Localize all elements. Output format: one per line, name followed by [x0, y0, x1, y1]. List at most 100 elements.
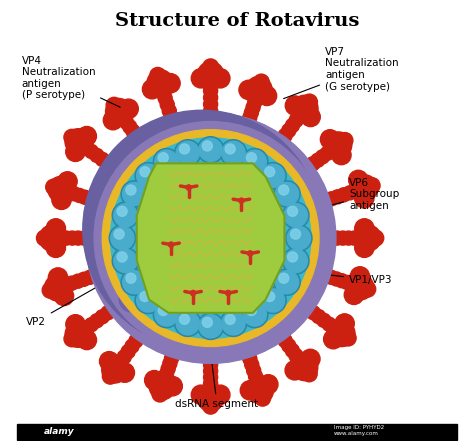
- Circle shape: [226, 290, 231, 295]
- Circle shape: [103, 111, 123, 130]
- Circle shape: [172, 318, 197, 343]
- Circle shape: [261, 164, 284, 187]
- Circle shape: [202, 74, 219, 91]
- Circle shape: [260, 163, 286, 189]
- Circle shape: [158, 153, 168, 163]
- Circle shape: [347, 231, 361, 245]
- Circle shape: [77, 127, 96, 146]
- Circle shape: [204, 364, 218, 378]
- Text: VP4
Neutralization
antigen
(P serotype): VP4 Neutralization antigen (P serotype): [22, 56, 120, 107]
- Circle shape: [203, 398, 219, 414]
- Circle shape: [291, 352, 309, 370]
- Circle shape: [66, 314, 85, 334]
- Circle shape: [176, 312, 200, 335]
- Circle shape: [285, 361, 304, 380]
- Circle shape: [199, 138, 222, 161]
- Circle shape: [110, 138, 311, 338]
- Text: Structure of Rotavirus: Structure of Rotavirus: [115, 11, 359, 30]
- Circle shape: [220, 140, 246, 166]
- Circle shape: [64, 129, 80, 145]
- Circle shape: [210, 385, 230, 404]
- Circle shape: [292, 95, 318, 122]
- Circle shape: [204, 90, 218, 105]
- Circle shape: [275, 183, 299, 206]
- Circle shape: [332, 146, 351, 164]
- Circle shape: [335, 274, 349, 288]
- Text: dsRNA segment: dsRNA segment: [175, 355, 259, 409]
- Circle shape: [198, 138, 223, 162]
- Circle shape: [163, 356, 177, 370]
- Circle shape: [222, 312, 245, 335]
- Circle shape: [52, 190, 71, 209]
- Circle shape: [316, 150, 329, 164]
- Circle shape: [286, 225, 312, 251]
- Circle shape: [246, 306, 256, 316]
- Circle shape: [154, 82, 172, 99]
- Circle shape: [288, 206, 298, 216]
- Circle shape: [261, 289, 284, 312]
- Text: VP1/VP3: VP1/VP3: [299, 271, 392, 285]
- Circle shape: [94, 122, 327, 355]
- Circle shape: [158, 306, 168, 316]
- Circle shape: [222, 141, 245, 164]
- Circle shape: [90, 314, 104, 328]
- Circle shape: [292, 106, 309, 123]
- Circle shape: [84, 144, 99, 158]
- Circle shape: [123, 183, 146, 206]
- Circle shape: [311, 310, 326, 324]
- Circle shape: [355, 219, 374, 238]
- Circle shape: [84, 318, 99, 332]
- Circle shape: [360, 281, 376, 297]
- Text: VP7
Neutralization
antigen
(G serotype): VP7 Neutralization antigen (G serotype): [283, 47, 399, 99]
- Circle shape: [343, 186, 357, 200]
- Circle shape: [73, 188, 87, 202]
- Circle shape: [168, 242, 173, 247]
- Circle shape: [247, 377, 273, 404]
- Circle shape: [340, 276, 354, 289]
- Circle shape: [340, 330, 356, 346]
- Circle shape: [101, 306, 115, 320]
- Circle shape: [285, 119, 300, 132]
- Circle shape: [164, 351, 179, 365]
- Circle shape: [123, 120, 137, 134]
- Circle shape: [243, 303, 266, 326]
- Circle shape: [160, 97, 174, 112]
- Circle shape: [115, 109, 132, 127]
- Circle shape: [336, 231, 350, 245]
- Circle shape: [36, 230, 52, 246]
- Circle shape: [225, 314, 235, 324]
- Circle shape: [155, 303, 178, 326]
- Circle shape: [220, 310, 246, 336]
- Circle shape: [65, 276, 79, 290]
- Circle shape: [283, 202, 309, 228]
- Circle shape: [264, 292, 275, 302]
- Circle shape: [328, 320, 355, 347]
- Text: VP2: VP2: [26, 273, 122, 327]
- Circle shape: [76, 138, 93, 155]
- Circle shape: [42, 282, 58, 298]
- Circle shape: [77, 272, 91, 286]
- Circle shape: [158, 91, 172, 105]
- Circle shape: [246, 153, 256, 163]
- Circle shape: [337, 188, 351, 202]
- Circle shape: [199, 315, 222, 338]
- Circle shape: [153, 149, 180, 175]
- Circle shape: [191, 69, 210, 88]
- Circle shape: [260, 287, 286, 314]
- Circle shape: [78, 190, 92, 204]
- Circle shape: [368, 230, 384, 246]
- Circle shape: [152, 386, 168, 402]
- Circle shape: [180, 314, 190, 324]
- Circle shape: [259, 375, 278, 394]
- Circle shape: [119, 99, 138, 119]
- Circle shape: [145, 370, 164, 390]
- Circle shape: [48, 176, 74, 203]
- Circle shape: [119, 288, 144, 312]
- Polygon shape: [137, 163, 284, 313]
- Circle shape: [83, 110, 321, 348]
- Circle shape: [246, 363, 261, 377]
- Circle shape: [180, 144, 190, 154]
- Circle shape: [137, 289, 160, 312]
- Circle shape: [341, 231, 356, 245]
- Circle shape: [146, 164, 170, 189]
